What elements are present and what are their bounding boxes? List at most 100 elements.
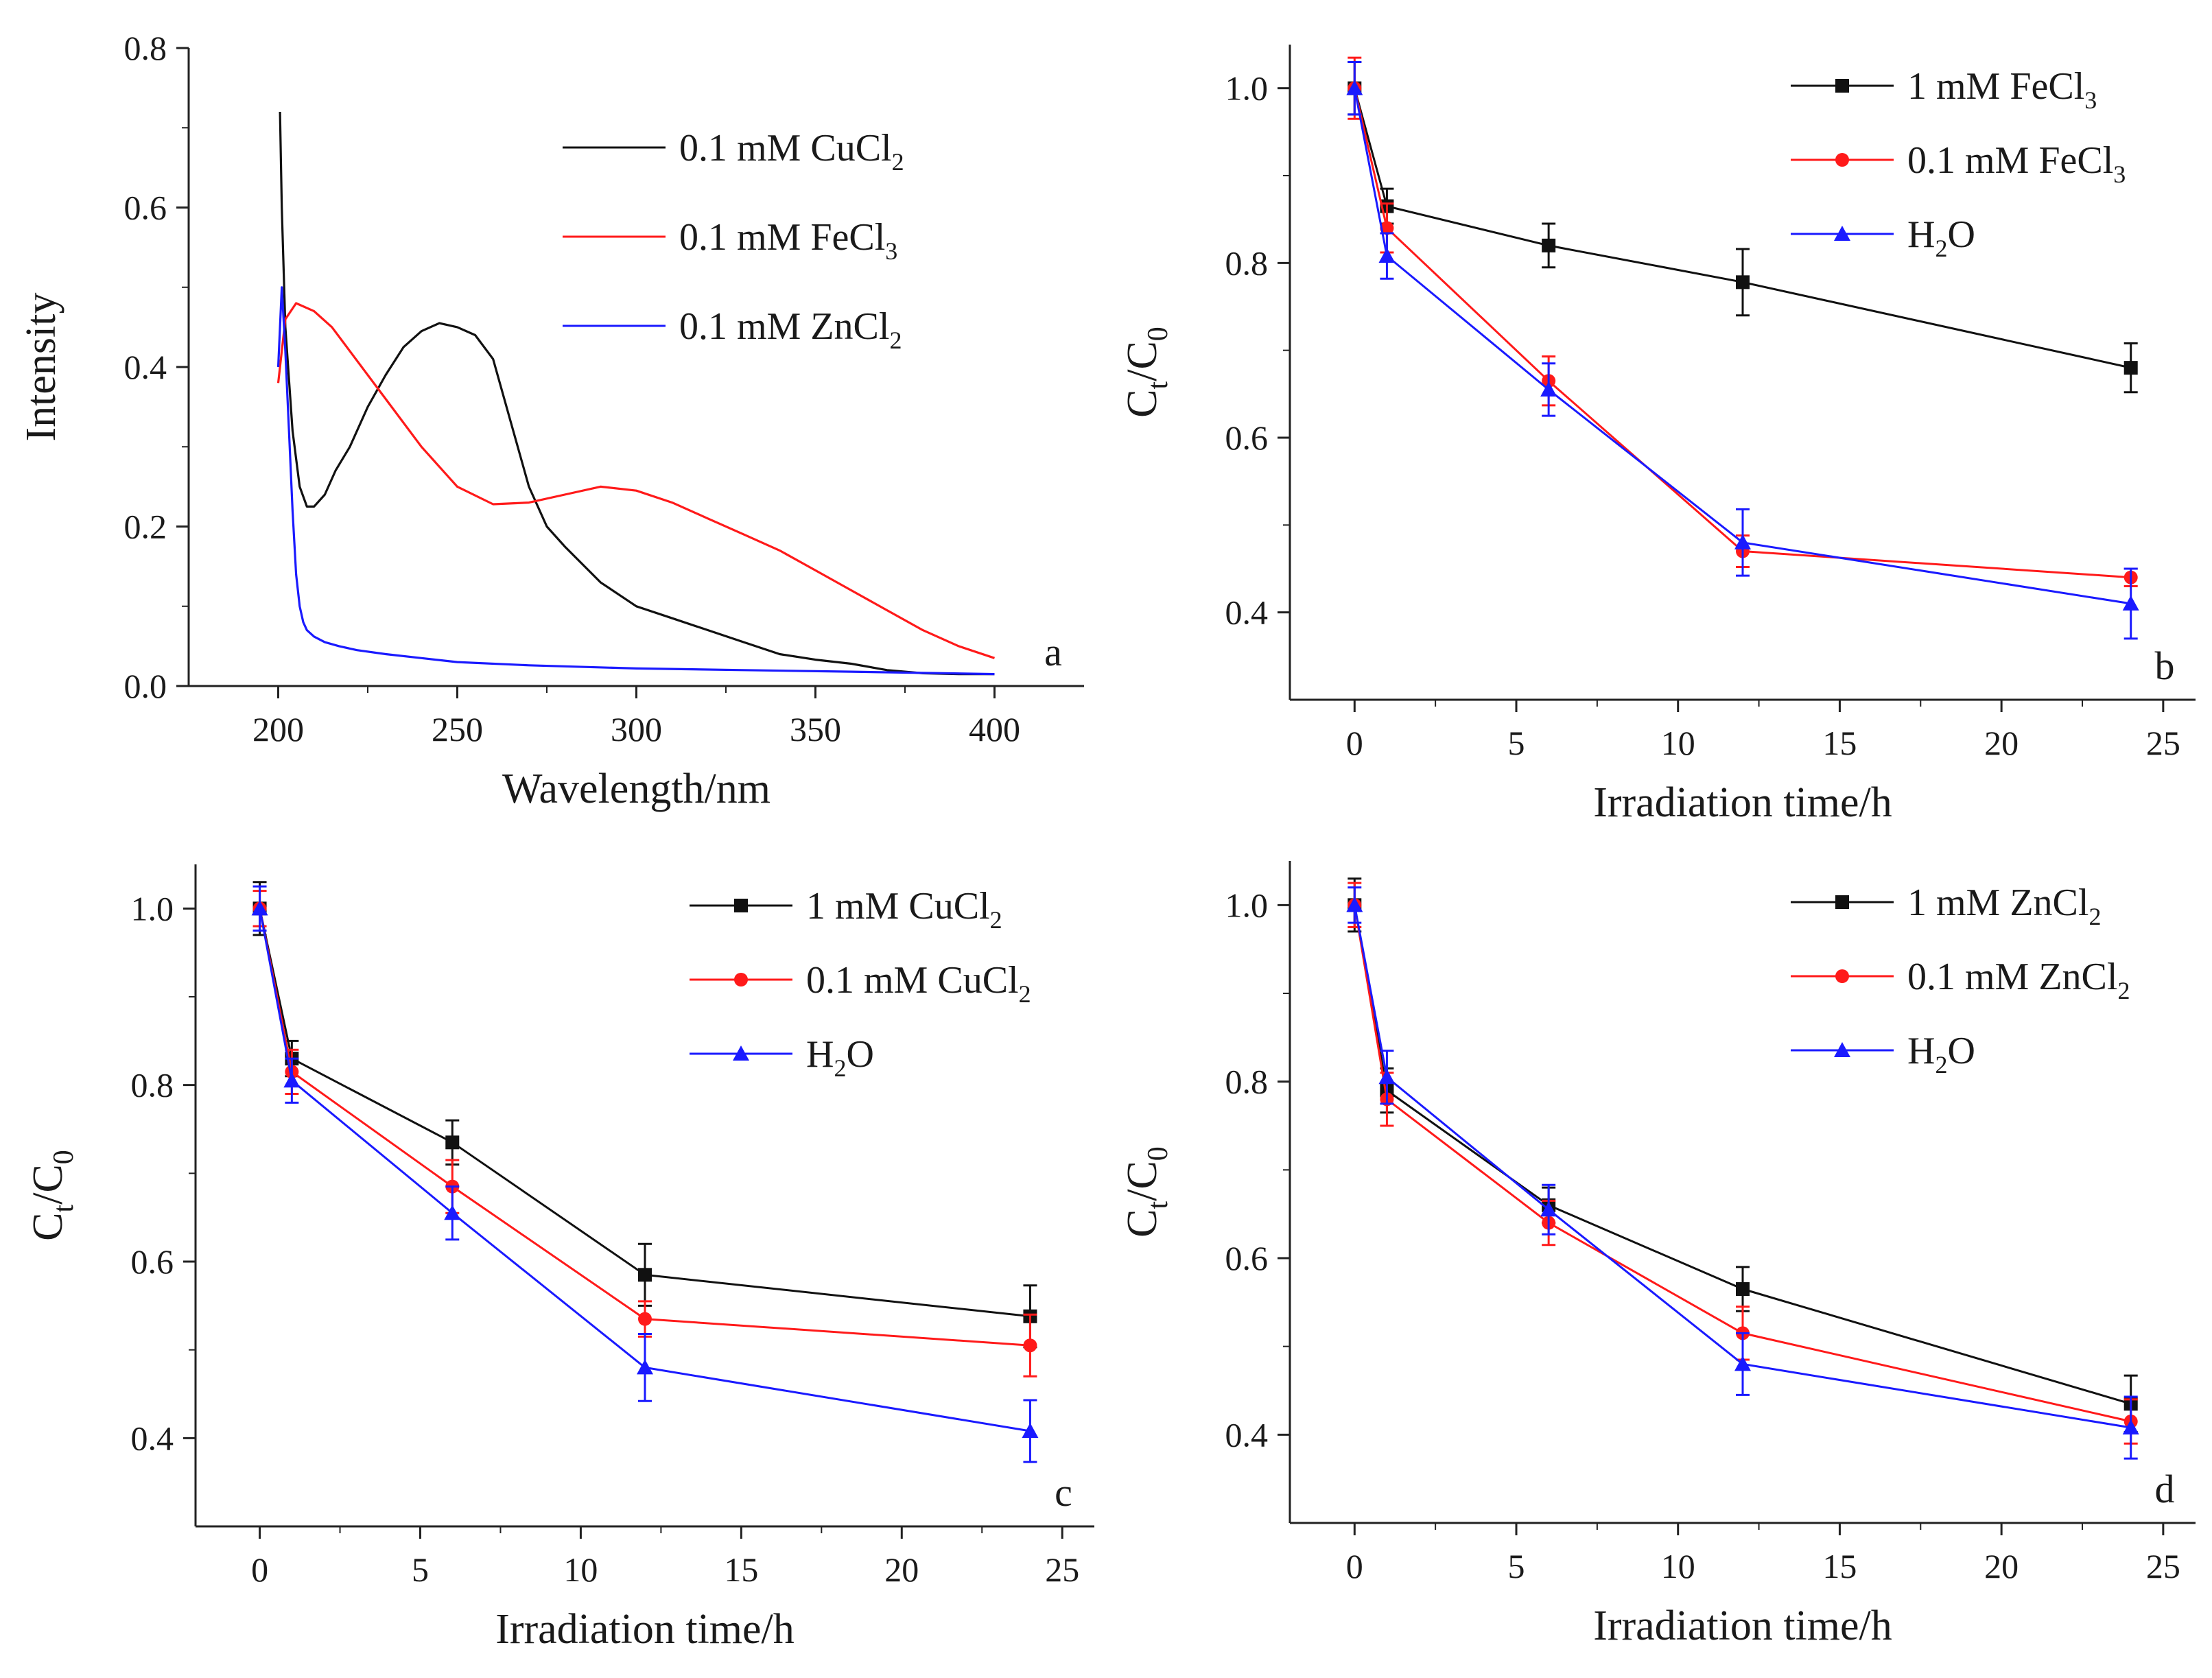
legend-marker bbox=[734, 973, 748, 986]
legend-marker bbox=[1835, 895, 1849, 909]
x-tick-label: 25 bbox=[2146, 1547, 2180, 1585]
x-tick-label: 15 bbox=[1822, 1547, 1857, 1585]
legend-marker bbox=[1834, 226, 1850, 241]
data-point bbox=[1023, 1338, 1037, 1353]
data-point bbox=[1540, 381, 1557, 397]
legend: 0.1 mM CuCl2 0.1 mM FeCl3 0.1 mM ZnCl2 bbox=[563, 127, 904, 354]
x-axis-label: Wavelength/nm bbox=[502, 766, 770, 812]
x-tick-label: 10 bbox=[1661, 1547, 1695, 1585]
panel-label: b bbox=[2155, 643, 2175, 688]
y-axis-label: Ct/C0 bbox=[25, 1150, 80, 1241]
x-tick-label: 5 bbox=[412, 1550, 429, 1589]
legend-label: H2O bbox=[1907, 213, 1975, 262]
chart-panel-d: 0 5 10 15 20 25 0.4 0.6 0.8 1.0 Irradiation time/h… bbox=[1119, 861, 2196, 1649]
legend-marker bbox=[733, 1045, 749, 1061]
data-point bbox=[444, 1205, 461, 1220]
chart-panel-c: 0 5 10 15 20 25 0.4 0.6 0.8 1.0 Irradiation time/h… bbox=[25, 864, 1094, 1653]
legend-marker bbox=[1835, 969, 1849, 983]
y-tick-label: 0.2 bbox=[124, 508, 167, 546]
legend-label: 1 mM ZnCl2 bbox=[1907, 882, 2101, 930]
x-tick-label: 15 bbox=[724, 1550, 758, 1589]
y-tick-label: 0.4 bbox=[1225, 1415, 1269, 1454]
y-tick-label: 0.8 bbox=[124, 29, 167, 67]
data-point bbox=[1022, 1423, 1039, 1439]
data-point bbox=[637, 1359, 653, 1375]
y-tick-label: 0.6 bbox=[1225, 418, 1269, 457]
y-tick-label: 0.6 bbox=[131, 1242, 174, 1281]
y-tick-label: 1.0 bbox=[1225, 886, 1269, 924]
data-point bbox=[251, 900, 268, 916]
x-tick-label: 250 bbox=[432, 710, 483, 748]
data-point bbox=[2122, 595, 2139, 611]
chart-panel-a: 200 250 300 350 400 0.0 0.2 0.4 0.6 0.8 Wavelength… bbox=[18, 29, 1084, 812]
x-tick-label: 25 bbox=[1045, 1550, 1079, 1589]
x-tick-label: 20 bbox=[1984, 1547, 2019, 1585]
legend-label: 1 mM FeCl3 bbox=[1907, 65, 2097, 114]
y-tick-label: 1.0 bbox=[1225, 69, 1269, 108]
series-1 bbox=[276, 302, 996, 659]
series-line bbox=[279, 111, 995, 676]
legend: 1 mM FeCl3 0.1 mM FeCl3 H2O bbox=[1791, 65, 2126, 262]
data-point bbox=[1736, 1282, 1750, 1297]
data-point bbox=[1380, 221, 1394, 235]
legend-marker bbox=[1834, 1042, 1850, 1057]
legend-label: 0.1 mM FeCl3 bbox=[679, 216, 897, 265]
data-point bbox=[1346, 897, 1363, 912]
data-point bbox=[2123, 361, 2138, 375]
series-2 bbox=[251, 885, 1039, 1463]
y-tick-label: 0.8 bbox=[1225, 244, 1269, 282]
x-tick-label: 25 bbox=[2146, 724, 2180, 762]
series-line bbox=[276, 302, 996, 659]
x-tick-label: 5 bbox=[1508, 1547, 1525, 1585]
y-tick-label: 0.6 bbox=[1225, 1239, 1269, 1277]
x-axis-label: Irradiation time/h bbox=[1593, 779, 1892, 826]
data-point bbox=[1378, 1069, 1396, 1085]
panel-label: c bbox=[1055, 1470, 1072, 1515]
series-0 bbox=[279, 111, 995, 676]
x-tick-label: 0 bbox=[1346, 1547, 1363, 1585]
x-tick-label: 200 bbox=[252, 710, 304, 748]
data-point bbox=[445, 1135, 460, 1150]
x-tick-label: 20 bbox=[884, 1550, 919, 1589]
data-point bbox=[1734, 534, 1751, 550]
x-tick-label: 300 bbox=[611, 710, 662, 748]
x-tick-label: 0 bbox=[251, 1550, 268, 1589]
panel-label: a bbox=[1044, 630, 1062, 674]
legend-label: 0.1 mM ZnCl2 bbox=[679, 305, 902, 354]
data-point bbox=[638, 1268, 652, 1282]
x-tick-label: 0 bbox=[1346, 724, 1363, 762]
x-axis-label: Irradiation time/h bbox=[495, 1606, 795, 1653]
legend-label: 0.1 mM CuCl2 bbox=[679, 127, 904, 176]
legend-label: H2O bbox=[1907, 1030, 1975, 1078]
data-point bbox=[1734, 1356, 1751, 1371]
y-tick-label: 1.0 bbox=[131, 889, 174, 927]
x-tick-label: 15 bbox=[1822, 724, 1857, 762]
y-tick-label: 0.6 bbox=[124, 189, 167, 227]
data-point bbox=[1542, 238, 1556, 252]
data-point bbox=[2122, 1419, 2139, 1435]
series-2 bbox=[1346, 60, 2139, 640]
legend-label: 1 mM CuCl2 bbox=[806, 885, 1002, 934]
legend-marker bbox=[1835, 153, 1849, 167]
legend-marker bbox=[734, 899, 748, 912]
x-tick-label: 400 bbox=[969, 710, 1020, 748]
data-point bbox=[283, 1072, 301, 1088]
data-point bbox=[1736, 275, 1750, 289]
y-axis-label: Ct/C0 bbox=[1119, 1146, 1174, 1238]
series-0 bbox=[1348, 60, 2138, 394]
y-axis-label: Intensity bbox=[18, 293, 64, 442]
y-tick-label: 0.4 bbox=[124, 348, 167, 386]
x-tick-label: 5 bbox=[1508, 724, 1525, 762]
series-line bbox=[276, 286, 995, 676]
x-axis-label: Irradiation time/h bbox=[1593, 1603, 1892, 1649]
y-tick-label: 0.4 bbox=[131, 1419, 174, 1457]
y-axis-label: Ct/C0 bbox=[1119, 327, 1174, 418]
y-tick-label: 0.8 bbox=[131, 1066, 174, 1104]
data-point bbox=[1346, 80, 1363, 95]
legend-label: 0.1 mM CuCl2 bbox=[806, 959, 1031, 1008]
x-tick-label: 20 bbox=[1984, 724, 2019, 762]
chart-panel-b: 0 5 10 15 20 25 0.4 0.6 0.8 1.0 Irradiation time/h… bbox=[1119, 45, 2196, 826]
x-tick-label: 10 bbox=[1661, 724, 1695, 762]
series-2 bbox=[276, 286, 995, 676]
